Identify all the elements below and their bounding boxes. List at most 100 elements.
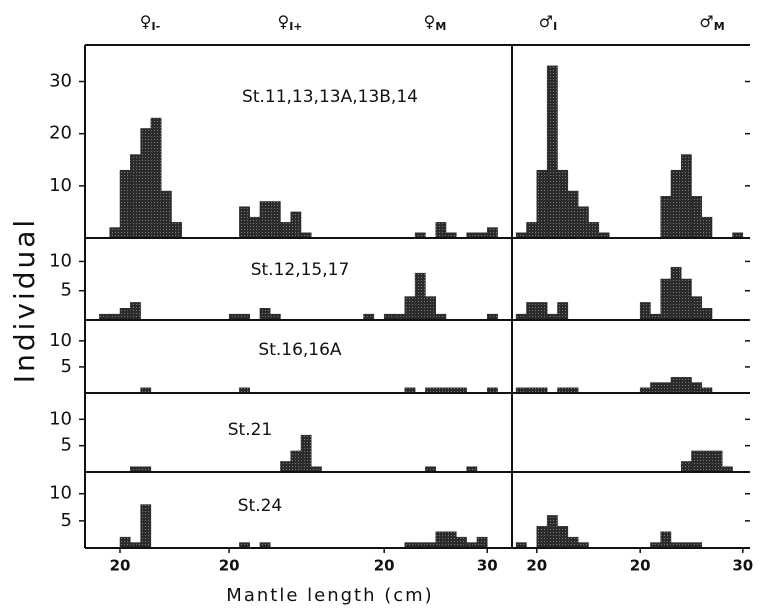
bar [140, 504, 152, 549]
bar [670, 377, 682, 394]
column-symbol: ♂ [699, 12, 713, 31]
bar [140, 128, 152, 239]
bar [456, 536, 467, 549]
column-label: ♂I [539, 12, 557, 34]
y-tick-label: 30 [49, 71, 72, 92]
bar [546, 515, 558, 549]
bar [557, 302, 569, 321]
bar [290, 450, 302, 473]
column-label: ♂M [699, 12, 724, 34]
column-sub: M [435, 20, 446, 33]
y-tick-label: 10 [49, 175, 72, 196]
x-tick-label: 20 [526, 557, 547, 575]
column-label: ♀M [424, 12, 447, 34]
bar [691, 196, 703, 239]
bar [670, 169, 682, 239]
bar [119, 308, 131, 321]
bar [536, 526, 548, 549]
bar [536, 302, 548, 321]
bar [414, 272, 426, 321]
row-label: St.11,13,13A,13B,14 [242, 87, 418, 107]
bar [680, 377, 692, 394]
bar [239, 206, 250, 239]
row-label: St.21 [228, 420, 273, 440]
bar [557, 169, 569, 239]
bar [269, 201, 281, 239]
bar [150, 117, 162, 239]
bar [680, 154, 692, 239]
x-axis-title: Mantle length (cm) [226, 585, 433, 606]
y-tick-label: 10 [49, 250, 72, 271]
bar [476, 536, 488, 549]
bar [577, 206, 589, 239]
bar [691, 382, 703, 394]
x-tick-label: 20 [110, 557, 131, 575]
column-sub: M [714, 20, 725, 33]
column-label: ♀I+ [277, 12, 302, 34]
bar [404, 296, 416, 321]
bar [680, 278, 692, 321]
bar [435, 222, 447, 239]
y-axis-title: Individual [8, 217, 41, 383]
bar [526, 302, 538, 321]
bar [639, 302, 651, 321]
bar [171, 222, 183, 239]
x-tick-label: 30 [732, 557, 753, 575]
bar [526, 222, 538, 239]
column-symbol: ♂ [539, 12, 553, 31]
bar [660, 531, 672, 549]
bar [567, 536, 579, 549]
bar [660, 382, 672, 394]
column-sub: I- [152, 20, 161, 33]
x-tick-label: 20 [219, 557, 240, 575]
bar [701, 308, 713, 321]
bar [435, 531, 447, 549]
bar [160, 190, 172, 239]
bar [680, 461, 692, 473]
y-tick-label: 5 [61, 510, 72, 531]
y-tick-label: 5 [61, 435, 72, 456]
column-symbol: ♀ [424, 12, 436, 31]
bar [109, 227, 121, 239]
bar [691, 296, 703, 321]
bar [557, 526, 569, 549]
bar [711, 450, 723, 473]
x-tick-label: 20 [374, 557, 395, 575]
bar [445, 531, 457, 549]
bar [130, 154, 141, 239]
y-tick-label: 5 [61, 280, 72, 301]
bar [536, 169, 548, 239]
bar [567, 190, 579, 239]
bar [119, 169, 131, 239]
column-label: ♀I- [140, 12, 160, 34]
row-label: St.16,16A [258, 340, 342, 360]
bar [130, 302, 141, 321]
bar [280, 222, 291, 239]
bar [701, 216, 713, 239]
bar [691, 450, 703, 473]
y-tick-label: 10 [49, 330, 72, 351]
column-sub: I+ [289, 20, 302, 33]
y-tick-label: 5 [61, 356, 72, 377]
bar [588, 222, 600, 239]
bar [300, 434, 312, 473]
y-tick-label: 20 [49, 123, 72, 144]
column-sub: I [553, 20, 557, 33]
bar [425, 296, 436, 321]
bar [249, 216, 261, 239]
x-tick-label: 30 [477, 557, 498, 575]
bar [546, 65, 558, 239]
x-tick-label: 20 [630, 557, 651, 575]
bar [660, 278, 672, 321]
row-label: St.24 [238, 496, 283, 516]
bar [487, 227, 498, 239]
y-tick-label: 10 [49, 408, 72, 429]
row-label: St.12,15,17 [251, 260, 350, 280]
bar [660, 196, 672, 239]
bar [280, 461, 291, 473]
column-symbol: ♀ [140, 12, 152, 31]
bar [650, 382, 661, 394]
bar [670, 267, 682, 321]
bar [290, 211, 302, 239]
